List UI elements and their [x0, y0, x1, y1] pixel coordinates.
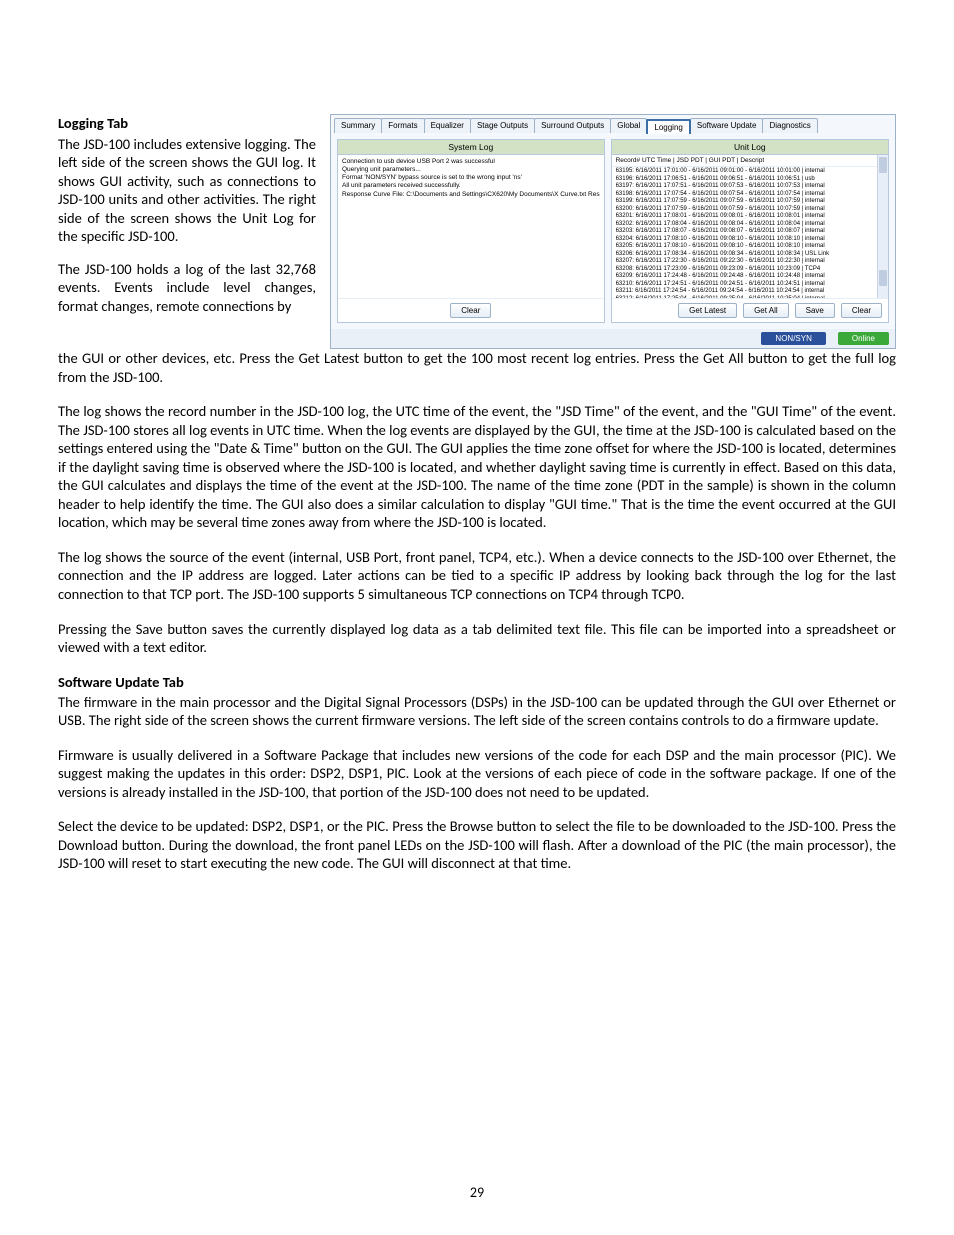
unit-log-panel: Unit Log Record# UTC Time | JSD PDT | GU…	[611, 139, 889, 323]
status-online-pill: Online	[838, 332, 889, 345]
para-sw-1: The firmware in the main processor and t…	[58, 693, 896, 730]
para-logging-4: The log shows the source of the event (i…	[58, 548, 896, 604]
tab-logging[interactable]: Logging	[646, 119, 690, 134]
status-format-pill: NON/SYN	[761, 332, 825, 345]
get-all-button[interactable]: Get All	[743, 303, 789, 318]
system-log-text: Connection to usb device USB Port 2 was …	[338, 155, 604, 202]
clear-button[interactable]: Clear	[450, 303, 491, 318]
tab-equalizer[interactable]: Equalizer	[424, 118, 471, 133]
tab-stage-outputs[interactable]: Stage Outputs	[470, 118, 535, 133]
jsd-gui-screenshot: Summary Formats Equalizer Stage Outputs …	[330, 114, 896, 349]
tab-formats[interactable]: Formats	[381, 118, 424, 133]
para-logging-1: The JSD-100 includes extensive logging. …	[58, 135, 316, 246]
system-log-panel: System Log Connection to usb device USB …	[337, 139, 605, 323]
unit-log-title: Unit Log	[612, 140, 888, 155]
scrollbar[interactable]	[877, 155, 888, 298]
heading-software-update: Software Update Tab	[58, 673, 896, 691]
unit-log-rows: 63195: 6/16/2011 17:01:00 - 6/16/2011 09…	[612, 167, 888, 298]
page-number: 29	[0, 1184, 954, 1201]
status-bar: NON/SYN Online	[331, 329, 895, 348]
para-logging-2a: The JSD-100 holds a log of the last 32,7…	[58, 260, 316, 316]
system-log-title: System Log	[338, 140, 604, 155]
para-logging-5: Pressing the Save button saves the curre…	[58, 620, 896, 657]
clear-unit-button[interactable]: Clear	[841, 303, 882, 318]
para-logging-2b: the GUI or other devices, etc. Press the…	[58, 349, 896, 386]
tabstrip: Summary Formats Equalizer Stage Outputs …	[331, 115, 895, 133]
tab-diagnostics[interactable]: Diagnostics	[762, 118, 817, 133]
save-button[interactable]: Save	[795, 303, 835, 318]
unit-log-columns: Record# UTC Time | JSD PDT | GUI PDT | D…	[612, 155, 888, 167]
get-latest-button[interactable]: Get Latest	[678, 303, 737, 318]
heading-logging-tab: Logging Tab	[58, 114, 316, 133]
tab-summary[interactable]: Summary	[334, 118, 382, 133]
para-sw-3: Select the device to be updated: DSP2, D…	[58, 817, 896, 873]
tab-surround-outputs[interactable]: Surround Outputs	[534, 118, 611, 133]
para-sw-2: Firmware is usually delivered in a Softw…	[58, 746, 896, 802]
tab-global[interactable]: Global	[610, 118, 647, 133]
tab-software-update[interactable]: Software Update	[690, 118, 764, 133]
para-logging-3: The log shows the record number in the J…	[58, 402, 896, 532]
